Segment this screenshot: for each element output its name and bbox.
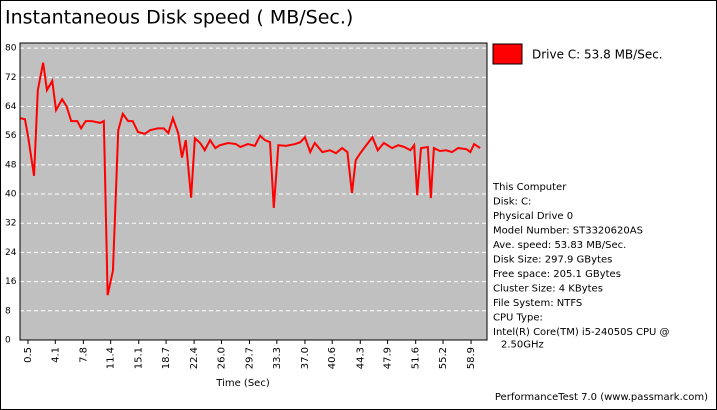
info-line: File System: NTFS: [493, 298, 582, 309]
y-tick-label: 0: [5, 336, 11, 346]
info-line: Free space: 205.1 GBytes: [493, 269, 621, 280]
info-line: CPU Type:: [493, 313, 543, 324]
y-tick-label: 16: [5, 277, 17, 287]
x-tick-label: 15.1: [134, 347, 145, 369]
y-tick-label: 64: [5, 102, 17, 112]
info-line: Cluster Size: 4 KBytes: [493, 284, 603, 295]
x-tick-label: 51.6: [411, 347, 422, 369]
y-tick-label: 56: [5, 131, 17, 141]
y-tick-label: 72: [5, 73, 16, 83]
x-tick-label: 37.0: [300, 347, 311, 369]
x-tick-label: 22.4: [189, 347, 200, 369]
info-line: This Computer: [492, 182, 567, 193]
x-tick-label: 26.0: [216, 347, 227, 369]
x-tick-label: 0.5: [23, 347, 34, 363]
info-line: Disk Size: 297.9 GBytes: [493, 255, 612, 266]
y-tick-label: 48: [5, 160, 17, 170]
info-line: Intel(R) Core(TM) i5-24050S CPU @: [493, 327, 670, 338]
info-line: Physical Drive 0: [493, 211, 573, 222]
info-line: Model Number: ST3320620AS: [493, 226, 643, 237]
info-line: 2.50GHz: [501, 340, 544, 351]
plot-area: [20, 43, 487, 340]
x-tick-label: 33.3: [272, 347, 283, 369]
x-tick-label: 11.4: [106, 347, 117, 369]
legend-swatch: [492, 43, 523, 65]
x-tick-label: 58.9: [466, 347, 477, 369]
x-tick-label: 55.2: [438, 347, 449, 369]
x-tick-label: 47.9: [383, 347, 394, 369]
x-tick-label: 18.7: [161, 347, 172, 369]
y-tick-label: 32: [5, 219, 16, 229]
chart-title: Instantaneous Disk speed ( MB/Sec.): [5, 7, 353, 29]
x-tick-label: 29.7: [245, 347, 256, 369]
legend-label: Drive C: 53.8 MB/Sec.: [532, 48, 663, 62]
info-line: Disk: C:: [493, 197, 531, 208]
y-tick-label: 80: [5, 44, 17, 54]
y-tick-label: 24: [5, 248, 17, 258]
x-tick-label: 44.3: [355, 347, 366, 369]
x-tick-label: 7.8: [78, 347, 89, 363]
y-tick-label: 40: [5, 190, 17, 200]
x-tick-label: 4.1: [50, 347, 61, 363]
plot-border: [19, 42, 488, 341]
footer: PerformanceTest 7.0 (www.passmark.com): [495, 392, 708, 403]
x-tick-label: 40.6: [327, 347, 338, 369]
x-axis-label: Time (Sec): [215, 378, 270, 389]
series-line: [20, 62, 481, 296]
y-tick-label: 8: [5, 306, 11, 316]
info-line: Ave. speed: 53.83 MB/Sec.: [493, 240, 626, 251]
